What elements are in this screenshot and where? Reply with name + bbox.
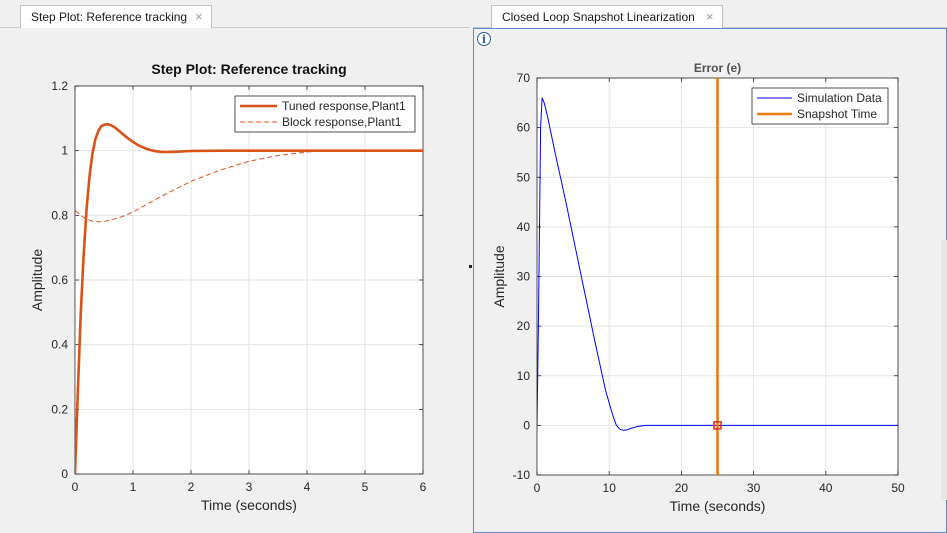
x-tick-label: 50: [891, 481, 905, 495]
series-line-1: [75, 122, 423, 474]
x-tick-label: 1: [130, 480, 137, 494]
legend-box: [234, 95, 416, 133]
x-tick-label: 6: [420, 480, 427, 494]
snapshot-marker: [713, 421, 722, 430]
tab-strip: Step Plot: Reference tracking ×: [0, 0, 470, 28]
x-tick-label: 0: [72, 480, 79, 494]
series-line-2: [75, 150, 423, 474]
step-plot-chart[interactable]: 0 1 2 3 4 5 6 0 0.2 0.4 0.6 0.8 1 1.2 Step Plot: Refer…: [0, 28, 470, 533]
tab-label: Step Plot: Reference tracking: [31, 10, 188, 24]
x-axis-label: Time (seconds): [670, 498, 766, 514]
y-tick-label: 50: [517, 170, 531, 184]
chart-title: Step Plot: Reference tracking: [151, 61, 346, 77]
x-tick-label: 2: [188, 480, 195, 494]
splitter-handle[interactable]: [469, 265, 472, 268]
tab-strip: Closed Loop Snapshot Linearization ×: [473, 0, 947, 28]
series-line-1: [537, 97, 898, 431]
y-tick-label: 0.6: [51, 273, 68, 287]
y-tick-label: 60: [517, 121, 531, 135]
y-axis-label: Amplitude: [491, 245, 507, 307]
info-icon[interactable]: i: [477, 32, 491, 46]
x-tick-label: 0: [534, 481, 541, 495]
legend-box: [751, 87, 889, 125]
x-tick-label: 20: [675, 481, 689, 495]
y-tick-label: 0: [61, 467, 68, 481]
y-tick-label: 0.8: [51, 208, 68, 222]
y-tick-label: -10: [513, 468, 531, 482]
y-tick-label: 1.2: [51, 79, 68, 93]
x-tick-label: 5: [362, 480, 369, 494]
close-tab-icon[interactable]: ×: [706, 9, 714, 24]
x-tick-label: 10: [603, 481, 617, 495]
y-axis-label: Amplitude: [29, 249, 45, 311]
x-tick-label: 4: [304, 480, 311, 494]
step-plot-area: 0 1 2 3 4 5 6 0 0.2 0.4 0.6 0.8 1 1.2 Step Plot: Refer…: [0, 28, 470, 533]
legend-label: Snapshot Time: [797, 107, 877, 121]
close-tab-icon[interactable]: ×: [195, 9, 203, 24]
chart-title: Error (e): [694, 61, 741, 75]
tab-step-plot[interactable]: Step Plot: Reference tracking ×: [20, 5, 212, 28]
x-tick-label: 40: [819, 481, 833, 495]
y-tick-label: 0.2: [51, 402, 68, 416]
x-axis-label: Time (seconds): [201, 497, 297, 513]
legend-label: Simulation Data: [797, 91, 882, 105]
y-tick-label: 0.4: [51, 338, 68, 352]
x-tick-label: 3: [246, 480, 253, 494]
snapshot-pane: Closed Loop Snapshot Linearization × i 0…: [473, 0, 947, 533]
snapshot-plot-area: i 0 10 20 30 40 50 -10 0 10 20 30 40 50 60 70 Error (e)…: [473, 28, 947, 533]
tab-label: Closed Loop Snapshot Linearization: [502, 10, 695, 24]
scrollbar[interactable]: [941, 240, 947, 500]
y-tick-label: 0: [523, 418, 530, 432]
x-tick-label: 30: [747, 481, 761, 495]
y-tick-label: 30: [517, 270, 531, 284]
y-tick-label: 1: [61, 144, 68, 158]
y-tick-label: 70: [517, 71, 531, 85]
y-tick-label: 20: [517, 319, 531, 333]
y-tick-label: 40: [517, 220, 531, 234]
legend-label: Tuned response,Plant1: [282, 99, 406, 113]
y-tick-label: 10: [517, 369, 531, 383]
legend-label: Block response,Plant1: [282, 115, 402, 129]
tab-snapshot-linearization[interactable]: Closed Loop Snapshot Linearization ×: [491, 5, 723, 28]
